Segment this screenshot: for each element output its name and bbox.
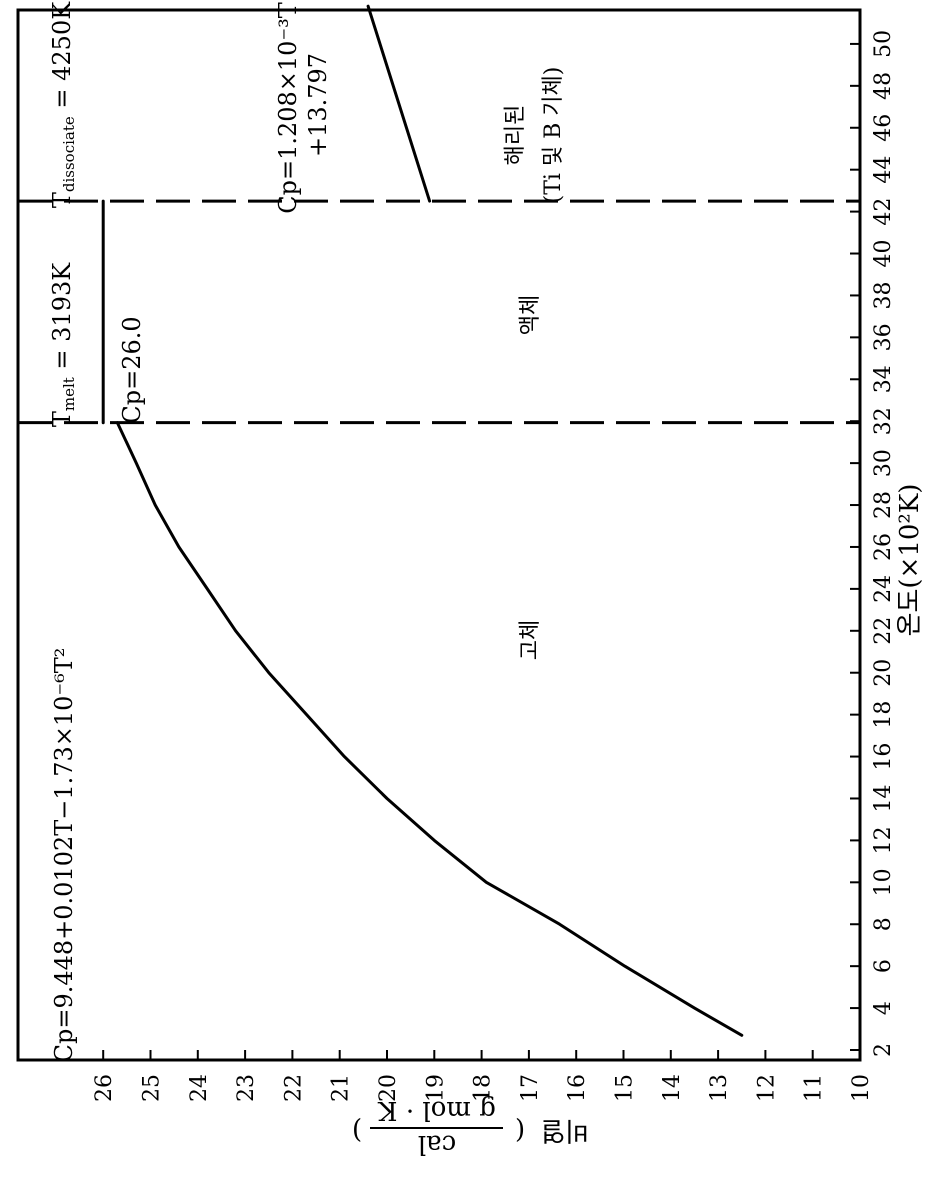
- annotation-dissoc-formula-1: Cp=1.208×10⁻³T: [274, 2, 302, 214]
- x-tick-label: 16: [871, 743, 896, 771]
- y-tick-label: 16: [565, 1074, 590, 1102]
- annotation-tdiss: Tdissociate = 4250K: [48, 1, 78, 208]
- x-tick-label: 42: [871, 198, 896, 226]
- tmelt-val: = 3193K: [48, 262, 76, 377]
- tdiss-sub: dissociate: [60, 116, 78, 192]
- x-tick-label: 8: [871, 917, 896, 931]
- y-unit-numerator: cal: [418, 1129, 456, 1159]
- region-label-solid: 고체: [518, 620, 543, 660]
- y-tick-label: 14: [660, 1074, 685, 1102]
- region-label-liquid: 액체: [518, 295, 543, 335]
- x-tick-label: 36: [871, 323, 896, 351]
- x-tick-label: 50: [871, 30, 896, 58]
- x-tick-label: 6: [871, 959, 896, 973]
- series-group: [101, 4, 744, 1037]
- x-tick-label: 10: [871, 868, 896, 896]
- region-label-dissociated-1: 해리된: [503, 105, 528, 166]
- y-tick-label: 18: [471, 1074, 496, 1102]
- y-tick-label: 24: [187, 1074, 212, 1102]
- y-tick-label: 26: [92, 1074, 117, 1102]
- y-tick-label: 23: [234, 1074, 259, 1102]
- x-tick-label: 38: [871, 281, 896, 309]
- region-label-dissociated-2: (Ti 및 B 기체): [541, 67, 566, 204]
- y-axis-title-group: 비열 ( cal g mol · K ): [352, 1095, 589, 1159]
- y-tick-label: 10: [849, 1074, 874, 1102]
- series-line-dissociated: [366, 4, 432, 203]
- x-tick-label: 24: [871, 575, 896, 603]
- x-tick-label: 46: [871, 114, 896, 142]
- y-tick-label: 12: [754, 1074, 779, 1102]
- x-axis-title: 온도(×10²K): [895, 484, 925, 637]
- x-tick-label: 20: [871, 659, 896, 687]
- x-tick-label: 4: [871, 1001, 896, 1015]
- y-tick-label: 25: [140, 1074, 165, 1102]
- annotation-liquid-formula: Cp=26.0: [118, 316, 146, 423]
- tick-group: [102, 42, 861, 1060]
- y-tick-label: 11: [802, 1074, 827, 1102]
- x-tick-label: 14: [871, 784, 896, 812]
- y-unit-open-paren: (: [515, 1115, 525, 1145]
- y-tick-label: 20: [376, 1074, 401, 1102]
- x-tick-label: 44: [871, 156, 896, 184]
- y-tick-label: 13: [707, 1074, 732, 1102]
- tmelt-T: T: [48, 411, 76, 427]
- x-tick-label: 12: [871, 826, 896, 854]
- x-tick-label: 18: [871, 701, 896, 729]
- tdiss-T: T: [48, 192, 76, 208]
- y-axis-title: 비열: [541, 1115, 589, 1145]
- x-tick-label: 2: [871, 1043, 896, 1057]
- tdiss-val: = 4250K: [48, 1, 76, 116]
- plot-frame: [16, 8, 862, 1062]
- y-unit-denominator: g mol · K: [378, 1095, 496, 1125]
- series-line-solid: [115, 421, 744, 1037]
- x-tick-label: 22: [871, 617, 896, 645]
- annotation-dissoc-formula-2: +13.797: [304, 53, 332, 157]
- y-tick-label: 21: [329, 1074, 354, 1102]
- y-tick-label: 22: [281, 1074, 306, 1102]
- x-tick-label: 26: [871, 533, 896, 561]
- annotation-tmelt: Tmelt = 3193K: [48, 262, 78, 427]
- y-tick-label: 19: [423, 1074, 448, 1102]
- tmelt-sub: melt: [60, 377, 78, 411]
- y-unit-close-paren: ): [352, 1115, 362, 1145]
- x-tick-label: 48: [871, 72, 896, 100]
- annotation-solid-formula: Cp=9.448+0.0102T−1.73×10⁻⁶T²: [50, 648, 78, 1063]
- x-tick-label: 30: [871, 449, 896, 477]
- tick-label-group: 2468101214161820222426283032343638404244…: [92, 30, 896, 1102]
- x-tick-label: 32: [871, 407, 896, 435]
- vertical-line-group: [18, 199, 860, 425]
- x-tick-label: 28: [871, 491, 896, 519]
- x-tick-label: 40: [871, 240, 896, 268]
- x-tick-label: 34: [871, 365, 896, 393]
- y-tick-label: 15: [613, 1074, 638, 1102]
- y-tick-label: 17: [518, 1074, 543, 1102]
